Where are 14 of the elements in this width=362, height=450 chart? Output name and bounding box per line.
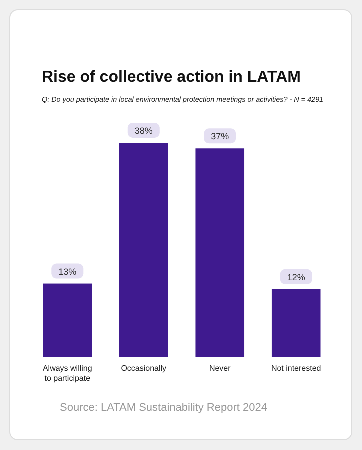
data-label: 13%: [58, 266, 77, 277]
chart-title: Rise of collective action in LATAM: [42, 69, 301, 86]
bar: [43, 284, 92, 357]
bar: [119, 143, 168, 357]
data-label: 38%: [134, 126, 153, 136]
bar: [196, 148, 245, 357]
x-tick-label: Occasionally: [121, 364, 167, 373]
bar: [272, 289, 321, 357]
x-tick-label: Always willing to participate: [42, 364, 92, 383]
source-note: Source: LATAM Sustainability Report 2024: [60, 402, 268, 414]
data-label: 37%: [211, 132, 230, 142]
x-tick-label: Never: [209, 364, 232, 373]
data-label: 12%: [287, 272, 306, 282]
x-tick-label: Not interested: [271, 364, 322, 373]
